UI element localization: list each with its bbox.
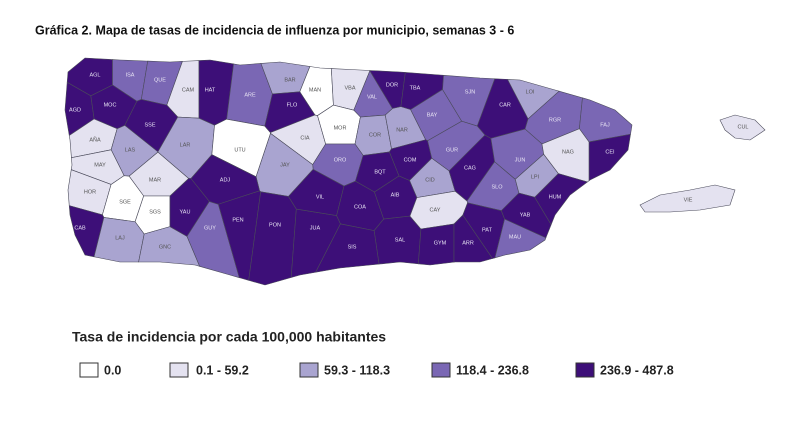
municipality-label: JAY	[280, 162, 290, 168]
municipality-label: BAY	[427, 112, 438, 118]
municipality	[534, 173, 589, 226]
municipality-label: NAG	[562, 149, 574, 155]
municipality-label: BAR	[284, 77, 295, 83]
municipality-label: SIS	[348, 244, 357, 250]
legend-label: 0.1 - 59.2	[196, 363, 249, 377]
municipality-label: MAN	[309, 87, 321, 93]
municipality-label: HOR	[84, 189, 96, 195]
municipality-label: ARE	[244, 92, 256, 98]
municipality-label: PON	[269, 222, 281, 228]
municipality-label: SAL	[395, 237, 405, 243]
municipality	[68, 205, 105, 258]
municipality-label: SGS	[149, 209, 161, 215]
municipality-label: PAT	[482, 227, 493, 233]
municipality-label: CAY	[430, 207, 441, 213]
municipality-label: ARR	[462, 240, 474, 246]
municipality-label: HAT	[205, 87, 216, 93]
municipality-label: QUE	[154, 77, 166, 83]
municipality-label: HUM	[549, 194, 562, 200]
municipality-label: CAG	[464, 165, 476, 171]
municipality-label: CIA	[300, 135, 310, 141]
municipality-label: FLO	[287, 102, 298, 108]
municipality-label: AIB	[391, 192, 400, 198]
municipality-label: COR	[369, 132, 381, 138]
municipality-label: YAB	[520, 212, 531, 218]
municipality-label: MAY	[94, 162, 106, 168]
municipality-label: SSE	[144, 122, 155, 128]
municipality	[507, 79, 560, 120]
municipality-label: TBA	[410, 85, 421, 91]
municipality-label: PEN	[232, 217, 243, 223]
municipality-label: SJN	[465, 89, 475, 95]
municipality	[264, 91, 316, 133]
municipality	[719, 114, 766, 141]
municipality-label: SGE	[119, 199, 131, 205]
municipality	[315, 223, 380, 273]
municipality-label: VAL	[367, 94, 377, 100]
municipality-label: CAB	[74, 225, 86, 231]
municipality-label: GUY	[204, 225, 216, 231]
municipality-label: COA	[354, 204, 366, 210]
legend-title: Tasa de incidencia por cada 100,000 habi…	[72, 329, 386, 345]
municipality-label: RGR	[549, 117, 561, 123]
municipality-label: BQT	[374, 169, 386, 175]
municipality-label: MAU	[509, 234, 521, 240]
municipality-label: YAU	[180, 209, 191, 215]
municipality-label: MOR	[334, 125, 347, 131]
municipality-label: JUA	[310, 225, 321, 231]
municipality	[639, 184, 736, 213]
municipality-label: AGL	[89, 72, 100, 78]
municipality-label: ORO	[334, 157, 347, 163]
legend-label: 59.3 - 118.3	[324, 363, 390, 377]
legend-swatch	[575, 362, 595, 378]
municipality-label: CID	[425, 177, 435, 183]
municipality-label: LAS	[125, 147, 136, 153]
municipality-label: CUL	[737, 124, 748, 130]
municipality-label: JUN	[515, 157, 526, 163]
legend-swatch	[79, 362, 99, 378]
municipality-label: LPI	[531, 174, 540, 180]
municipality-label: VIL	[316, 194, 324, 200]
municipality-label: AÑA	[89, 136, 101, 143]
legend: 0.0 0.1 - 59.2 59.3 - 118.3 118.4 - 236.8 23…	[79, 362, 674, 378]
municipality-label: LOI	[526, 89, 535, 95]
municipality-label: GNC	[159, 244, 171, 250]
municipality-label: AGD	[69, 107, 81, 113]
legend-label: 0.0	[104, 363, 121, 377]
municipality-label: COM	[404, 157, 417, 163]
municipality-label: CEI	[605, 149, 615, 155]
municipality-label: GUR	[446, 147, 458, 153]
municipality-label: SLO	[491, 184, 503, 190]
municipality	[288, 169, 345, 216]
municipality-label: ISA	[126, 72, 135, 78]
municipality-label: UTU	[234, 147, 245, 153]
legend-swatch	[169, 362, 189, 378]
municipality-label: FAJ	[600, 122, 610, 128]
municipality-label: GYM	[434, 240, 447, 246]
municipality-label: MAR	[149, 177, 161, 183]
figure-title: Gráfica 2. Mapa de tasas de incidencia d…	[35, 23, 514, 37]
municipality-label: CAR	[499, 102, 511, 108]
municipality-label: MOC	[104, 102, 117, 108]
map: AGL ISA QUE CAM HAT ARE BAR MAN VBA VAL DOR TBA BAY S…	[64, 57, 766, 286]
municipality-label: LAR	[180, 142, 191, 148]
municipality-label: DOR	[386, 82, 398, 88]
municipality-label: CAM	[182, 87, 195, 93]
municipality-label: ADJ	[220, 177, 231, 183]
legend-swatch	[431, 362, 451, 378]
municipality-label: LAJ	[115, 235, 125, 241]
legend-label: 236.9 - 487.8	[600, 363, 674, 377]
municipality-label: VBA	[344, 85, 355, 91]
legend-label: 118.4 - 236.8	[456, 363, 529, 377]
municipality-label: VIE	[684, 197, 693, 203]
municipality-label: NAR	[396, 127, 408, 133]
legend-swatch	[299, 362, 319, 378]
